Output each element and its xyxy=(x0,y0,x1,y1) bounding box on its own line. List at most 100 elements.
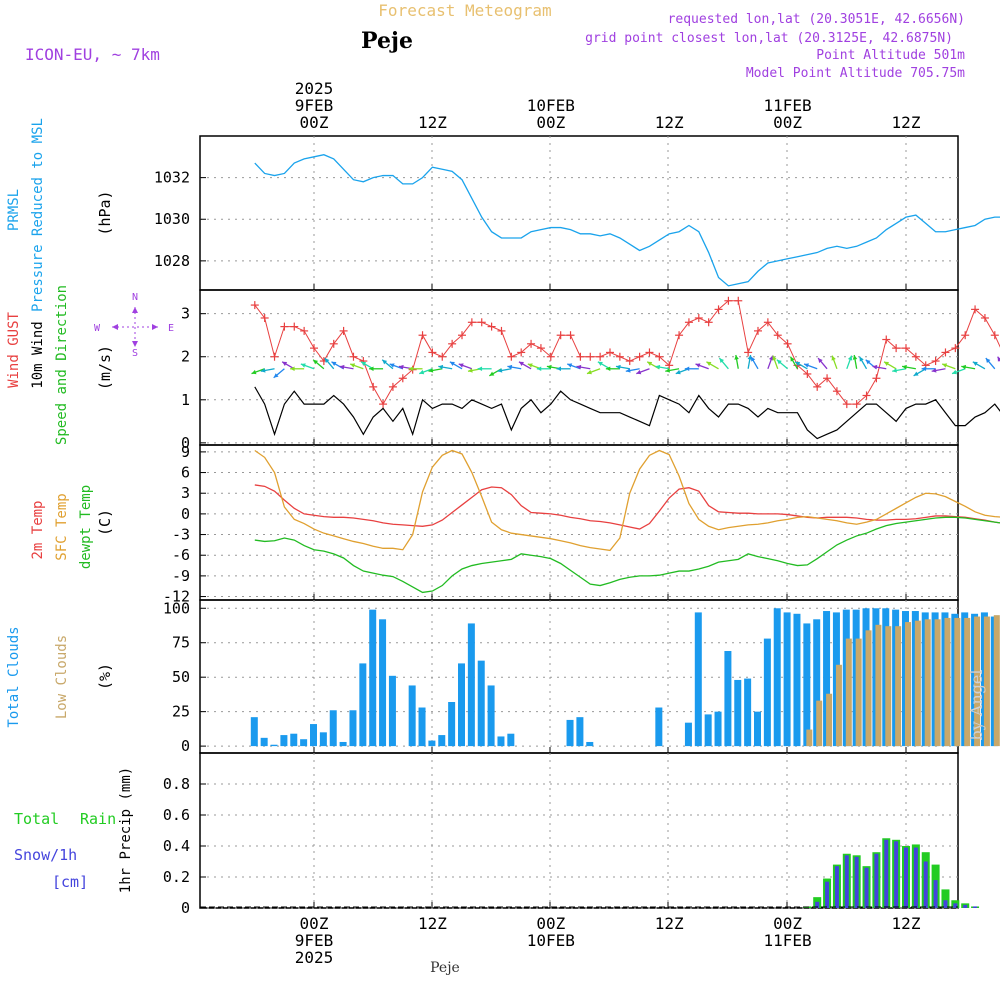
snow-bar xyxy=(913,847,918,908)
low-cloud-bar xyxy=(934,619,941,747)
wind-arrow xyxy=(324,357,335,370)
wind-arrow xyxy=(636,368,650,375)
wind-arrow-head xyxy=(361,361,367,366)
snow-bar xyxy=(864,867,869,908)
wind-arrow-head xyxy=(684,366,690,372)
total-cloud-bar xyxy=(655,707,663,747)
wind-arrow-head xyxy=(586,369,592,375)
low-cloud-bar xyxy=(914,620,921,747)
top-time-label: 12Z xyxy=(418,113,447,132)
top-time-label: 00Z xyxy=(773,113,802,132)
ytick-label-temperature-6: 6 xyxy=(181,464,190,482)
top-time-label: 10FEB xyxy=(527,96,575,115)
wind-arrow xyxy=(883,361,897,370)
wind-arrow-head xyxy=(477,366,483,372)
ylabel-wind-0: Wind GUST xyxy=(6,312,22,388)
gridpoint-coords: grid point closest lon,lat (20.3125E, 42… xyxy=(585,31,953,46)
gust-marker xyxy=(852,400,861,409)
total-cloud-bar xyxy=(813,619,821,747)
ylabel-temp-0: 2m Temp xyxy=(30,500,46,559)
gust-marker xyxy=(388,382,397,391)
wind-arrow-head xyxy=(282,361,288,366)
low-cloud-bar xyxy=(964,617,971,747)
gust-marker xyxy=(546,352,555,361)
wind-arrow-head xyxy=(497,368,503,373)
point-altitude: Point Altitude 501m xyxy=(816,48,965,63)
low-cloud-bar xyxy=(974,616,981,747)
low-cloud-bar xyxy=(895,626,902,747)
gust-marker xyxy=(902,344,910,353)
wind-arrow xyxy=(419,368,433,375)
gust-marker xyxy=(655,352,664,361)
gust-marker xyxy=(250,301,259,310)
wind-arrow-head xyxy=(449,361,455,366)
gust-marker xyxy=(665,361,674,370)
wind-arrow-head xyxy=(597,361,603,366)
gust-marker xyxy=(260,313,269,322)
wind-arrow xyxy=(776,359,789,370)
top-time-label: 9FEB xyxy=(295,96,334,115)
total-cloud-bar xyxy=(773,608,781,747)
axis-labels: 1028 1030 1032 (hPa) 0 1 2 3 (m/s) -12 -9 -6 -3 0 3 6 9 (… xyxy=(6,79,921,967)
wind-arrow xyxy=(339,364,354,370)
wind-arrow-head xyxy=(675,369,681,375)
wind-arrow xyxy=(597,361,611,370)
gust-marker xyxy=(576,352,585,361)
wind-arrow-head xyxy=(884,361,890,366)
wind-arrow xyxy=(381,359,394,370)
wind-arrow-head xyxy=(507,364,513,370)
wind-arrow-head xyxy=(902,364,907,370)
wind-arrow-head xyxy=(576,364,582,370)
gust-marker xyxy=(329,339,338,348)
total-cloud-bar xyxy=(823,611,831,747)
wind-arrow-head xyxy=(921,366,927,372)
gust-marker xyxy=(744,348,753,357)
total-cloud-bar xyxy=(576,717,584,747)
total-cloud-bar xyxy=(458,663,465,747)
snow-bar xyxy=(815,901,820,908)
ytick-label-clouds-1: 25 xyxy=(172,703,190,721)
data-marks xyxy=(200,154,1000,908)
gust-marker xyxy=(379,400,388,409)
wind-arrow-head xyxy=(804,363,810,368)
wind-arrow xyxy=(497,368,512,373)
temp-line-0 xyxy=(254,484,1000,530)
gust-marker xyxy=(448,339,457,348)
wind-arrow xyxy=(767,355,774,370)
wind-arrow-head xyxy=(961,364,967,370)
legend-rain: Rain xyxy=(80,810,116,828)
snow-bar xyxy=(973,906,978,908)
gust-marker xyxy=(487,322,496,331)
ytick-label-clouds-2: 50 xyxy=(172,668,190,686)
gust-marker xyxy=(556,331,565,340)
total-cloud-bar xyxy=(497,736,505,747)
gust-marker xyxy=(645,348,654,357)
temp-line-1 xyxy=(254,449,1000,552)
snow-bar xyxy=(844,855,849,908)
snow-bar xyxy=(834,866,839,908)
wind-arrow xyxy=(605,366,620,372)
wind-arrow-head xyxy=(655,364,661,370)
total-cloud-bar xyxy=(793,613,801,747)
wind-arrow-head xyxy=(852,355,858,360)
total-cloud-bar xyxy=(744,678,752,747)
ytick-label-temperature-5: 3 xyxy=(181,484,190,502)
total-cloud-bar xyxy=(714,711,722,747)
gust-marker xyxy=(428,348,437,357)
wind-arrow xyxy=(290,366,305,372)
wind-arrow xyxy=(817,357,828,370)
wind-line xyxy=(254,386,1000,440)
wind-arrow xyxy=(913,368,927,377)
compass-arrow-w xyxy=(112,324,118,330)
gust-marker xyxy=(438,352,447,361)
gust-marker xyxy=(497,326,506,335)
wind-arrow-head xyxy=(818,358,823,363)
ytick-label-precip-4: 0.8 xyxy=(163,775,190,793)
total-cloud-bar xyxy=(684,722,692,747)
total-cloud-bar xyxy=(694,612,702,747)
gust-marker xyxy=(872,374,881,383)
total-cloud-bar xyxy=(487,685,495,747)
wind-arrow xyxy=(951,368,966,375)
gust-marker xyxy=(615,352,624,361)
wind-arrow-head xyxy=(313,359,319,365)
